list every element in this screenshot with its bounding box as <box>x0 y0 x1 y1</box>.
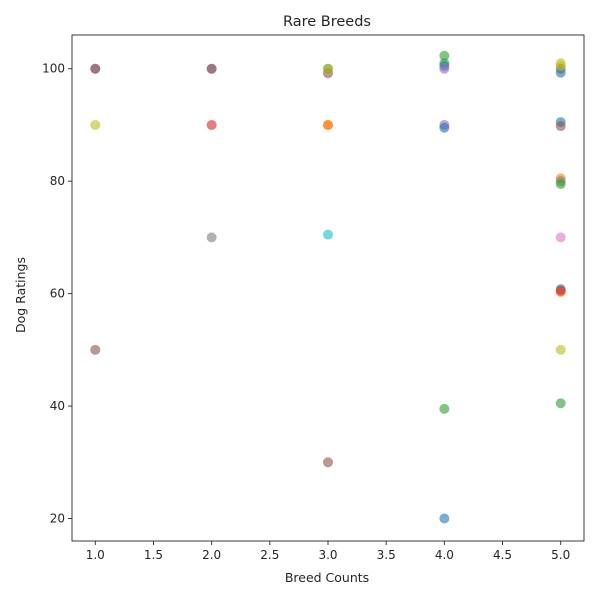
data-point <box>90 63 101 74</box>
data-point <box>439 403 450 414</box>
x-tick-label: 5.0 <box>551 548 570 562</box>
data-point <box>555 178 566 189</box>
y-axis-label: Dog Ratings <box>13 257 28 333</box>
x-tick-label: 4.5 <box>493 548 512 562</box>
x-tick-label: 2.0 <box>202 548 221 562</box>
data-point <box>555 344 566 355</box>
data-point <box>555 60 566 71</box>
x-tick-label: 3.5 <box>377 548 396 562</box>
data-point <box>90 344 101 355</box>
data-point <box>206 232 217 243</box>
data-point <box>206 119 217 130</box>
data-point <box>323 457 333 468</box>
x-tick-label: 1.5 <box>144 548 163 562</box>
data-point <box>555 285 566 296</box>
y-axis-ticks: 20 40 60 80 100 <box>42 62 72 526</box>
data-point <box>439 50 450 61</box>
data-point <box>555 398 566 409</box>
data-point <box>206 63 217 74</box>
data-point <box>555 121 566 132</box>
data-point <box>323 229 333 240</box>
y-tick-label: 100 <box>42 62 65 76</box>
chart-title: Rare Breeds <box>283 14 371 30</box>
data-point <box>439 63 450 74</box>
data-point <box>323 63 333 74</box>
data-point <box>439 122 450 133</box>
y-tick-label: 40 <box>50 399 65 413</box>
plot-area-frame <box>71 34 585 542</box>
x-axis-label: Breed Counts <box>285 570 369 585</box>
y-tick-label: 60 <box>50 287 65 301</box>
data-point <box>555 232 566 243</box>
x-axis-ticks: 1.0 1.5 2.0 2.5 3.0 3.5 4.0 4.5 5.0 <box>86 541 570 562</box>
data-point <box>323 119 333 130</box>
y-tick-label: 20 <box>50 512 65 526</box>
points-layer <box>90 50 566 524</box>
x-tick-label: 1.0 <box>86 548 105 562</box>
data-point <box>90 119 101 130</box>
x-tick-label: 2.5 <box>260 548 279 562</box>
x-tick-label: 4.0 <box>435 548 454 562</box>
data-point <box>439 513 450 524</box>
y-tick-label: 80 <box>50 174 65 188</box>
x-tick-label: 3.0 <box>318 548 337 562</box>
